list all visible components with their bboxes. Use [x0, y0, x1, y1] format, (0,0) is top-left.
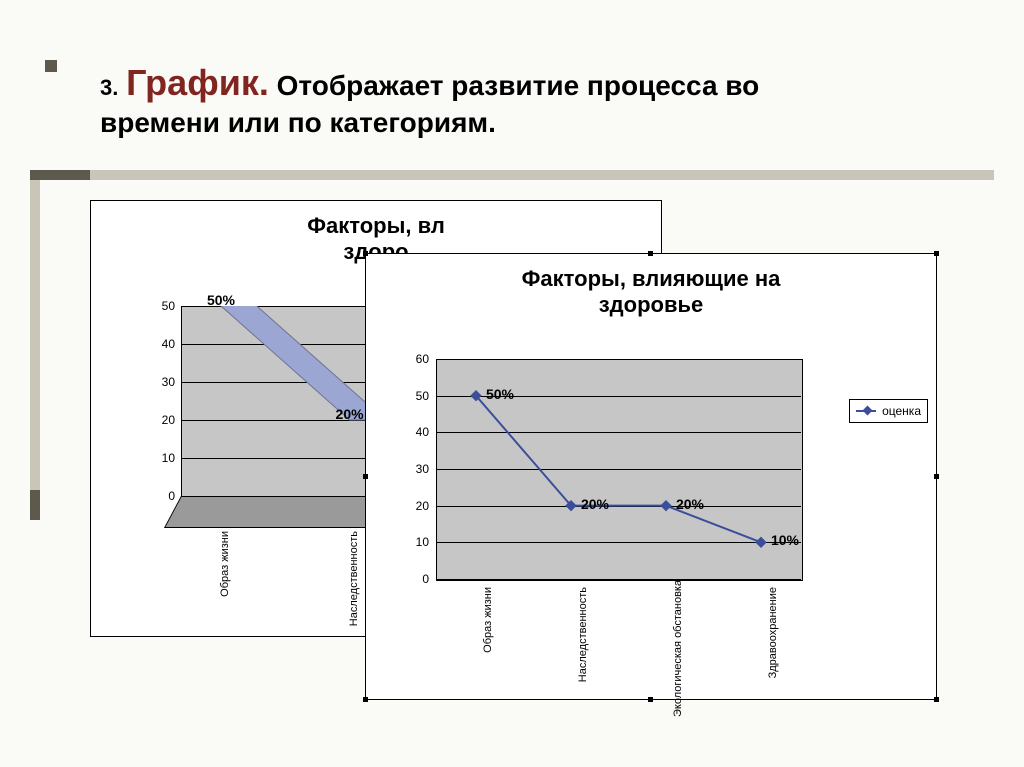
chart-b-legend: оценка — [849, 399, 928, 423]
x-axis-label: Образ жизни — [482, 587, 494, 717]
x-axis-label: Экологическая обстановка — [672, 587, 684, 717]
x-axis-label: Наследственность — [577, 587, 589, 717]
resize-handle[interactable] — [363, 697, 368, 702]
data-label: 10% — [771, 532, 799, 548]
data-label: 20% — [676, 496, 704, 512]
chart-b-plot: 0102030405060 Образ жизниНаследственност… — [401, 359, 806, 609]
resize-handle[interactable] — [934, 697, 939, 702]
title-number: 3. — [100, 75, 118, 100]
legend-swatch — [856, 410, 876, 412]
data-label: 20% — [581, 496, 609, 512]
resize-handle[interactable] — [934, 251, 939, 256]
chart-b-window[interactable]: Факторы, влияющие на здоровье оценка 010… — [365, 253, 937, 700]
title-highlight: График. — [126, 62, 269, 103]
resize-handle[interactable] — [934, 474, 939, 479]
resize-handle[interactable] — [648, 251, 653, 256]
slide-title: 3. График. Отображает развитие процесса … — [100, 60, 880, 140]
slide: 3. График. Отображает развитие процесса … — [0, 0, 1024, 767]
data-label: 50% — [207, 292, 235, 308]
bullet-square — [45, 60, 57, 72]
x-axis-label: Образ жизни — [219, 531, 231, 661]
x-axis-label: Здравоохранение — [767, 587, 779, 717]
decor-bar-top-accent — [30, 170, 90, 180]
resize-handle[interactable] — [363, 251, 368, 256]
data-label: 20% — [336, 406, 364, 422]
resize-handle[interactable] — [363, 474, 368, 479]
chart-a-yaxis: 01020304050 — [141, 306, 179, 496]
decor-bar-top — [30, 170, 994, 180]
chart-b-title: Факторы, влияющие на здоровье — [366, 254, 936, 323]
resize-handle[interactable] — [648, 697, 653, 702]
decor-bar-left-accent — [30, 490, 40, 520]
data-label: 50% — [486, 386, 514, 402]
chart-b-yaxis: 0102030405060 — [401, 359, 433, 579]
decor-bar-left — [30, 180, 40, 520]
x-axis-label: Наследственность — [348, 531, 360, 661]
legend-label: оценка — [882, 404, 921, 418]
